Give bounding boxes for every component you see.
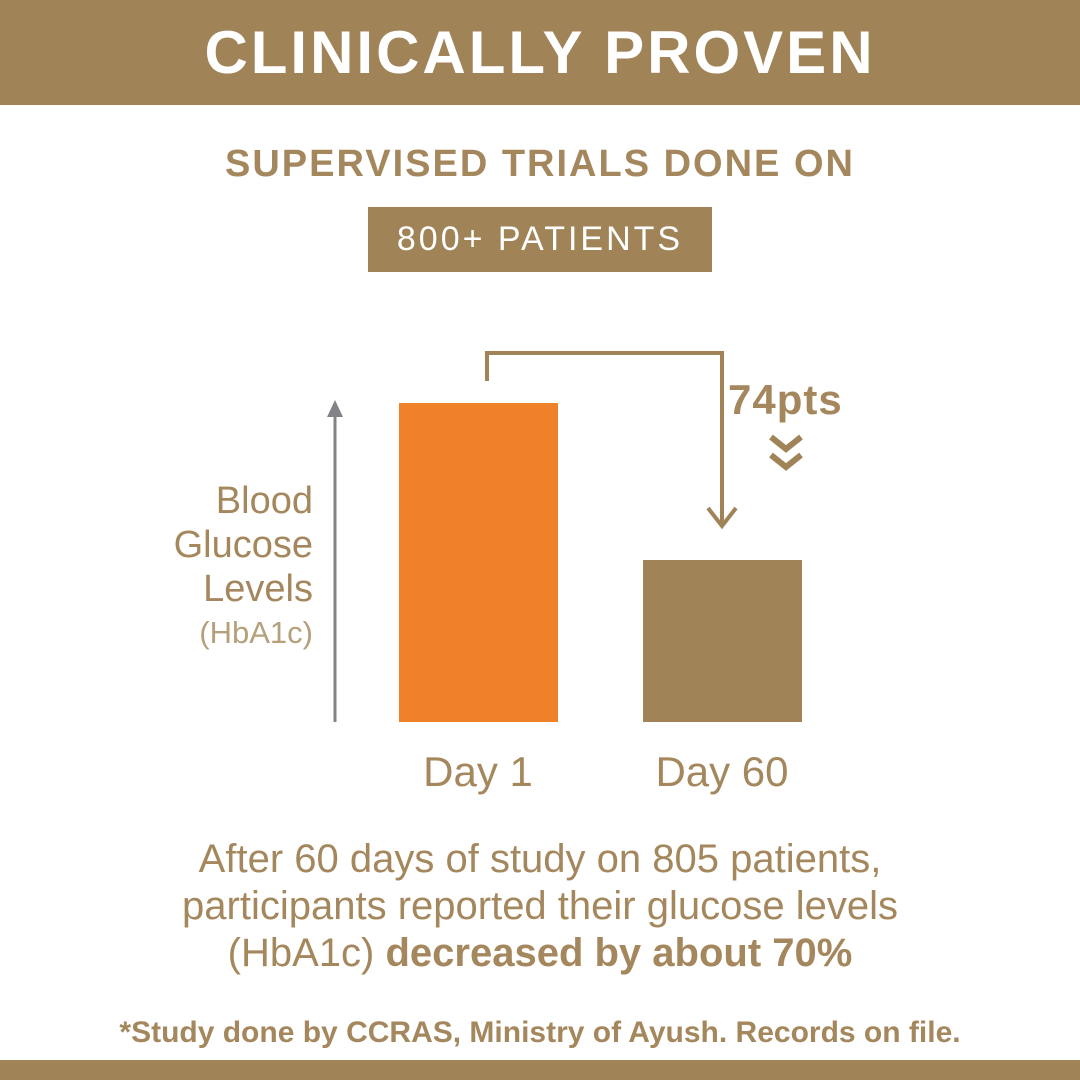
decrease-bracket-arrow-icon xyxy=(485,351,738,530)
patients-badge: 800+ PATIENTS xyxy=(368,207,712,272)
study-footnote: *Study done by CCRAS, Ministry of Ayush.… xyxy=(119,1016,961,1049)
page-title: CLINICALLY PROVEN xyxy=(204,19,876,86)
y-axis-label-line: Blood xyxy=(215,480,313,522)
header-banner: CLINICALLY PROVEN xyxy=(0,0,1080,105)
drop-points-annotation: 74pts xyxy=(728,376,843,423)
x-axis-label-day60: Day 60 xyxy=(655,748,789,795)
y-axis-up-arrow-icon xyxy=(327,400,343,722)
x-axis-label-day1: Day 1 xyxy=(423,748,533,795)
trials-subtitle: SUPERVISED TRIALS DONE ON xyxy=(225,143,855,185)
summary-line-2: participants reported their glucose leve… xyxy=(182,884,898,928)
y-axis-label-line: Levels xyxy=(203,568,313,610)
summary-line-3-bold: decreased by about 70% xyxy=(385,931,853,975)
double-chevron-down-icon xyxy=(769,434,803,471)
y-axis-unit-label: (HbA1c) xyxy=(199,615,313,650)
chart-bar xyxy=(399,403,558,722)
bottom-accent-strip xyxy=(0,1060,1080,1080)
y-axis-label-line: Glucose xyxy=(173,524,313,566)
chart-bar xyxy=(643,560,802,722)
patients-badge-label: 800+ PATIENTS xyxy=(396,220,684,258)
y-axis-label: Blood Glucose Levels (HbA1c) xyxy=(58,479,313,653)
summary-line-1: After 60 days of study on 805 patients, xyxy=(198,837,882,881)
summary-line-3-normal: (HbA1c) xyxy=(227,931,386,975)
summary-line-3: (HbA1c) decreased by about 70% xyxy=(0,930,1080,977)
study-summary-text: After 60 days of study on 805 patients, … xyxy=(0,836,1080,977)
